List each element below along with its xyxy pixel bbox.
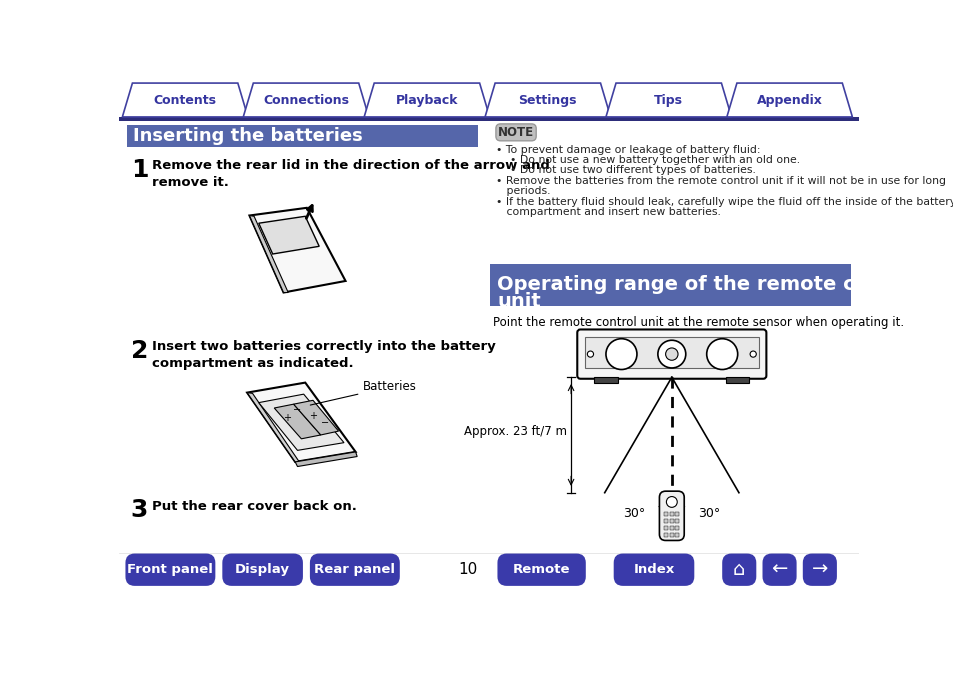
Text: Playback: Playback	[395, 94, 457, 107]
Polygon shape	[247, 382, 355, 462]
Text: ⌂: ⌂	[732, 560, 744, 579]
Text: +: +	[309, 411, 316, 421]
Text: ←: ←	[771, 560, 787, 579]
Text: Remote: Remote	[513, 563, 570, 576]
Polygon shape	[249, 215, 288, 293]
Polygon shape	[258, 216, 319, 254]
Text: • Do not use a new battery together with an old one.: • Do not use a new battery together with…	[496, 155, 800, 165]
Polygon shape	[484, 83, 610, 117]
FancyBboxPatch shape	[497, 553, 585, 586]
Text: unit: unit	[497, 291, 540, 311]
FancyBboxPatch shape	[577, 330, 765, 379]
Text: • Do not use two different types of batteries.: • Do not use two different types of batt…	[496, 166, 755, 176]
Polygon shape	[243, 83, 369, 117]
FancyBboxPatch shape	[125, 553, 215, 586]
Bar	[675, 526, 679, 530]
FancyBboxPatch shape	[613, 553, 694, 586]
Circle shape	[665, 348, 678, 360]
Text: Index: Index	[633, 563, 674, 576]
Text: −: −	[320, 419, 329, 429]
Circle shape	[587, 351, 593, 357]
Text: Front panel: Front panel	[128, 563, 213, 576]
Text: • To prevent damage or leakage of battery fluid:: • To prevent damage or leakage of batter…	[496, 145, 760, 155]
Bar	[489, 264, 850, 306]
Text: • Remove the batteries from the remote control unit if it will not be in use for: • Remove the batteries from the remote c…	[496, 176, 945, 186]
Bar	[669, 520, 673, 523]
Text: Connections: Connections	[263, 94, 349, 107]
FancyBboxPatch shape	[761, 553, 796, 586]
Text: Contents: Contents	[153, 94, 216, 107]
Bar	[675, 512, 679, 516]
Polygon shape	[726, 83, 852, 117]
FancyBboxPatch shape	[496, 124, 536, 141]
Polygon shape	[364, 83, 489, 117]
Polygon shape	[247, 392, 299, 462]
Circle shape	[706, 339, 737, 369]
Text: NOTE: NOTE	[497, 126, 534, 139]
Text: periods.: periods.	[496, 186, 550, 197]
FancyBboxPatch shape	[721, 553, 756, 586]
Circle shape	[658, 341, 685, 368]
Polygon shape	[605, 83, 731, 117]
Text: 10: 10	[457, 562, 477, 577]
Text: 3: 3	[131, 498, 148, 522]
FancyBboxPatch shape	[802, 553, 836, 586]
Bar	[669, 512, 673, 516]
Bar	[725, 377, 748, 384]
Bar	[669, 526, 673, 530]
Polygon shape	[274, 404, 320, 439]
FancyBboxPatch shape	[222, 553, 303, 586]
Polygon shape	[122, 83, 248, 117]
Text: Tips: Tips	[654, 94, 682, 107]
Bar	[669, 533, 673, 537]
Circle shape	[666, 497, 677, 507]
Text: Inserting the batteries: Inserting the batteries	[133, 127, 362, 145]
Text: →: →	[811, 560, 827, 579]
Text: Operating range of the remote control: Operating range of the remote control	[497, 275, 921, 294]
Text: 1: 1	[131, 157, 149, 182]
Polygon shape	[294, 400, 338, 435]
Text: −: −	[294, 405, 301, 415]
Bar	[119, 117, 858, 120]
Text: Settings: Settings	[518, 94, 577, 107]
Text: compartment and insert new batteries.: compartment and insert new batteries.	[496, 207, 720, 217]
Text: 2: 2	[131, 339, 148, 363]
Bar	[127, 125, 477, 147]
Bar	[664, 512, 668, 516]
Bar	[664, 520, 668, 523]
Text: Rear panel: Rear panel	[314, 563, 395, 576]
Circle shape	[749, 351, 756, 357]
FancyBboxPatch shape	[659, 491, 683, 540]
Text: Put the rear cover back on.: Put the rear cover back on.	[152, 499, 356, 513]
Text: Approx. 23 ft/7 m: Approx. 23 ft/7 m	[464, 425, 567, 437]
Polygon shape	[294, 452, 356, 466]
Circle shape	[605, 339, 637, 369]
Text: Remove the rear lid in the direction of the arrow and
remove it.: Remove the rear lid in the direction of …	[152, 160, 549, 189]
Bar	[664, 533, 668, 537]
Bar	[594, 377, 617, 384]
Text: Point the remote control unit at the remote sensor when operating it.: Point the remote control unit at the rem…	[493, 316, 903, 328]
Text: Display: Display	[234, 563, 290, 576]
Text: Insert two batteries correctly into the battery
compartment as indicated.: Insert two batteries correctly into the …	[152, 341, 495, 370]
Text: • If the battery fluid should leak, carefully wipe the fluid off the inside of t: • If the battery fluid should leak, care…	[496, 197, 953, 207]
Bar	[675, 533, 679, 537]
FancyBboxPatch shape	[310, 553, 399, 586]
Bar	[584, 337, 758, 368]
Polygon shape	[258, 394, 344, 450]
Text: +: +	[283, 413, 291, 423]
Text: 30°: 30°	[623, 507, 645, 520]
Polygon shape	[249, 208, 345, 293]
Text: Appendix: Appendix	[756, 94, 821, 107]
Text: 30°: 30°	[698, 507, 720, 520]
Bar	[664, 526, 668, 530]
Bar	[675, 520, 679, 523]
Text: Batteries: Batteries	[310, 380, 416, 405]
